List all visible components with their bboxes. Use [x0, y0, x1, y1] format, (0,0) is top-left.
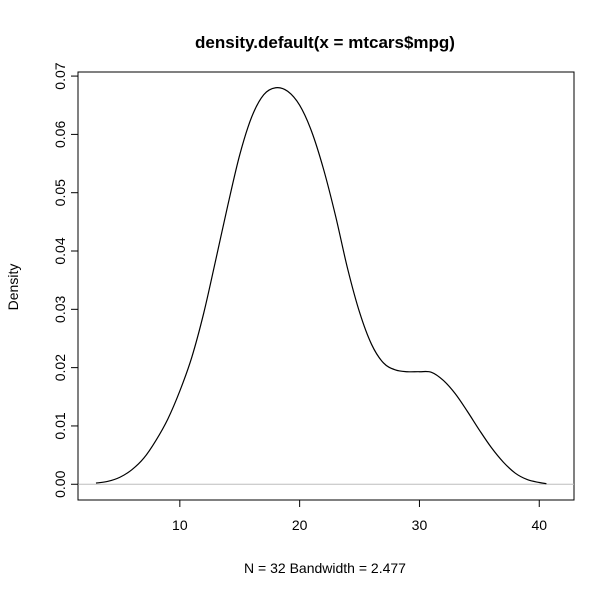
x-axis: 10 20 30 40	[172, 499, 547, 533]
x-tick-label: 10	[172, 517, 188, 533]
x-axis-label: N = 32 Bandwidth = 2.477	[244, 560, 406, 576]
density-curve	[95, 87, 547, 485]
chart-title: density.default(x = mtcars$mpg)	[195, 33, 455, 52]
plot-frame	[77, 71, 575, 501]
y-axis-label: Density	[5, 264, 21, 311]
y-tick-label: 0.03	[52, 295, 68, 322]
y-tick-label: 0.02	[52, 354, 68, 381]
y-tick-label: 0.01	[52, 412, 68, 439]
y-tick-label: 0.00	[52, 470, 68, 497]
y-tick-label: 0.07	[52, 62, 68, 89]
y-tick-label: 0.06	[52, 121, 68, 148]
x-tick-label: 30	[412, 517, 428, 533]
y-axis: 0.00 0.01 0.02 0.03 0.04 0.05 0.06 0.07	[52, 62, 79, 498]
x-tick-label: 20	[292, 517, 308, 533]
y-tick-label: 0.05	[52, 179, 68, 206]
x-tick-label: 40	[531, 517, 547, 533]
y-tick-label: 0.04	[52, 237, 68, 264]
